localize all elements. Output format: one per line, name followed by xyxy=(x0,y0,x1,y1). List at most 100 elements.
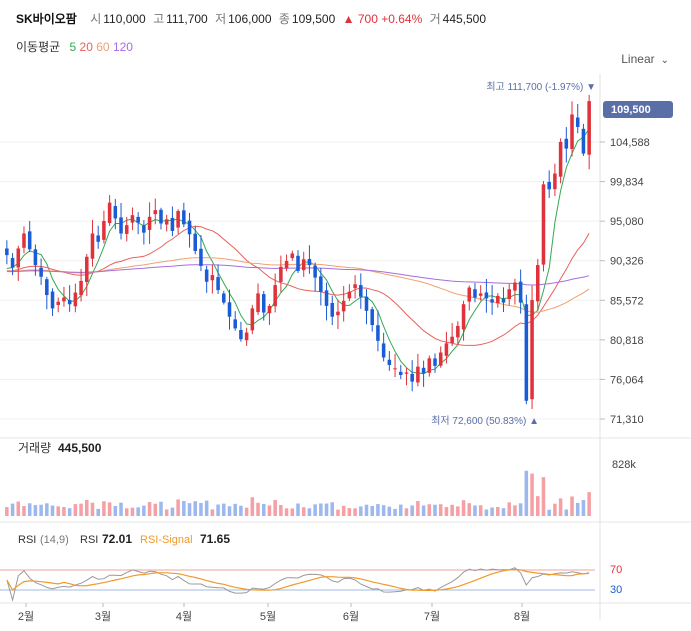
volume-bar xyxy=(359,506,363,516)
candle xyxy=(484,278,489,313)
volume-bar xyxy=(404,508,409,516)
volume-bar xyxy=(581,500,586,516)
volume-bar xyxy=(153,503,158,516)
volume-bar xyxy=(410,505,414,516)
volume-bar xyxy=(90,502,95,516)
volume-bar xyxy=(513,505,517,516)
candle xyxy=(467,285,472,311)
volume-bar xyxy=(553,503,557,516)
volume-bar xyxy=(222,503,226,516)
volume-bar xyxy=(136,507,140,516)
volume-bar xyxy=(227,506,232,516)
rsi-short-label: RSI xyxy=(80,534,98,546)
volume-bar xyxy=(393,508,397,516)
candle xyxy=(153,198,158,225)
candle xyxy=(307,245,312,274)
candle xyxy=(547,170,551,199)
volume-bar xyxy=(284,508,289,516)
volume-bar xyxy=(564,509,569,516)
price-tick-label: 90,326 xyxy=(610,256,644,268)
candle xyxy=(85,254,89,297)
volume-bar xyxy=(507,502,511,516)
candle xyxy=(10,253,15,276)
close-value: 109,500 xyxy=(291,12,336,26)
volume-bar xyxy=(244,507,249,516)
stock-header: SK바이오팜 시 110,000 고 111,700 저 106,000 종 109,5… xyxy=(16,10,486,27)
volume-bar xyxy=(107,502,112,516)
candle xyxy=(256,283,260,315)
volume-bar xyxy=(336,509,340,516)
chevron-down-icon: ⌄ xyxy=(660,55,669,66)
volume-bar xyxy=(478,505,483,516)
volume-title: 거래량 xyxy=(18,441,51,455)
open-label: 시 xyxy=(90,12,102,26)
ma-legend-label: 이동평균 xyxy=(16,40,61,54)
candle xyxy=(501,287,506,313)
candle xyxy=(324,282,329,321)
rsi-value: 72.01 xyxy=(102,532,132,546)
volume-bar xyxy=(261,503,266,516)
rsi-name: RSI xyxy=(18,534,36,546)
candle xyxy=(330,295,335,325)
volume-title-value: 445,500 xyxy=(58,441,102,455)
moving-average-legend[interactable]: 이동평균 5 20 60 120 xyxy=(16,38,133,55)
volume-bar xyxy=(239,505,243,516)
price-axis: 71,310 76,064 80,818 85,572 90,326 95,080 99,8… xyxy=(600,137,650,426)
price-tick-label: 71,310 xyxy=(610,414,644,426)
candle xyxy=(56,297,61,313)
volume-bar xyxy=(33,505,38,516)
candle xyxy=(313,262,317,292)
high-marker: 최고 111,700 (-1.97%) ▼ xyxy=(486,81,596,93)
volume-bar xyxy=(330,502,335,516)
scale-mode-dropdown[interactable]: Linear ⌄ xyxy=(621,52,669,66)
volume-bar xyxy=(45,503,49,516)
current-price-badge-bg xyxy=(603,101,673,118)
low-marker-label: 최저 72,600 (50.83%) ▲ xyxy=(431,415,539,427)
candle xyxy=(96,225,100,249)
volume-bar xyxy=(147,502,152,516)
price-tick-label: 76,064 xyxy=(610,374,644,386)
volume-bar xyxy=(296,503,300,516)
volume-bar xyxy=(370,506,374,516)
candle xyxy=(113,198,118,230)
volume-bar xyxy=(113,506,118,516)
price-tick-label: 104,588 xyxy=(610,137,650,149)
candle xyxy=(433,353,437,373)
candle xyxy=(216,264,220,294)
candle xyxy=(450,323,454,347)
volume-bar xyxy=(547,509,551,516)
candle xyxy=(530,285,534,409)
volume-value: 445,500 xyxy=(442,12,487,26)
candle xyxy=(45,276,49,310)
ma120-label: 120 xyxy=(112,40,133,54)
volume-bar xyxy=(524,470,529,516)
candle xyxy=(170,206,175,237)
volume-bar xyxy=(496,506,500,516)
candle xyxy=(387,351,392,371)
time-tick-label: 3월 xyxy=(95,610,111,623)
candle xyxy=(398,364,403,380)
candle xyxy=(130,207,135,231)
volume-bar xyxy=(102,501,106,516)
volume-bar xyxy=(170,507,175,516)
volume-bar xyxy=(176,499,180,516)
candle xyxy=(427,355,432,377)
volume-bar xyxy=(307,508,312,516)
candle xyxy=(438,346,443,368)
volume-bar xyxy=(433,504,437,516)
candle xyxy=(359,273,363,309)
volume-bar xyxy=(473,505,477,516)
volume-bar xyxy=(85,499,89,516)
volume-axis-label: 828k xyxy=(612,459,636,471)
volume-bar xyxy=(364,504,369,516)
candle xyxy=(227,289,232,330)
low-value: 106,000 xyxy=(228,12,272,26)
volume-bar xyxy=(16,501,21,516)
candle xyxy=(193,225,198,255)
volume-bar xyxy=(535,496,540,516)
volume-bar xyxy=(381,505,386,516)
candle xyxy=(490,285,494,315)
candle xyxy=(558,138,563,184)
time-tick-label: 8월 xyxy=(514,610,530,623)
